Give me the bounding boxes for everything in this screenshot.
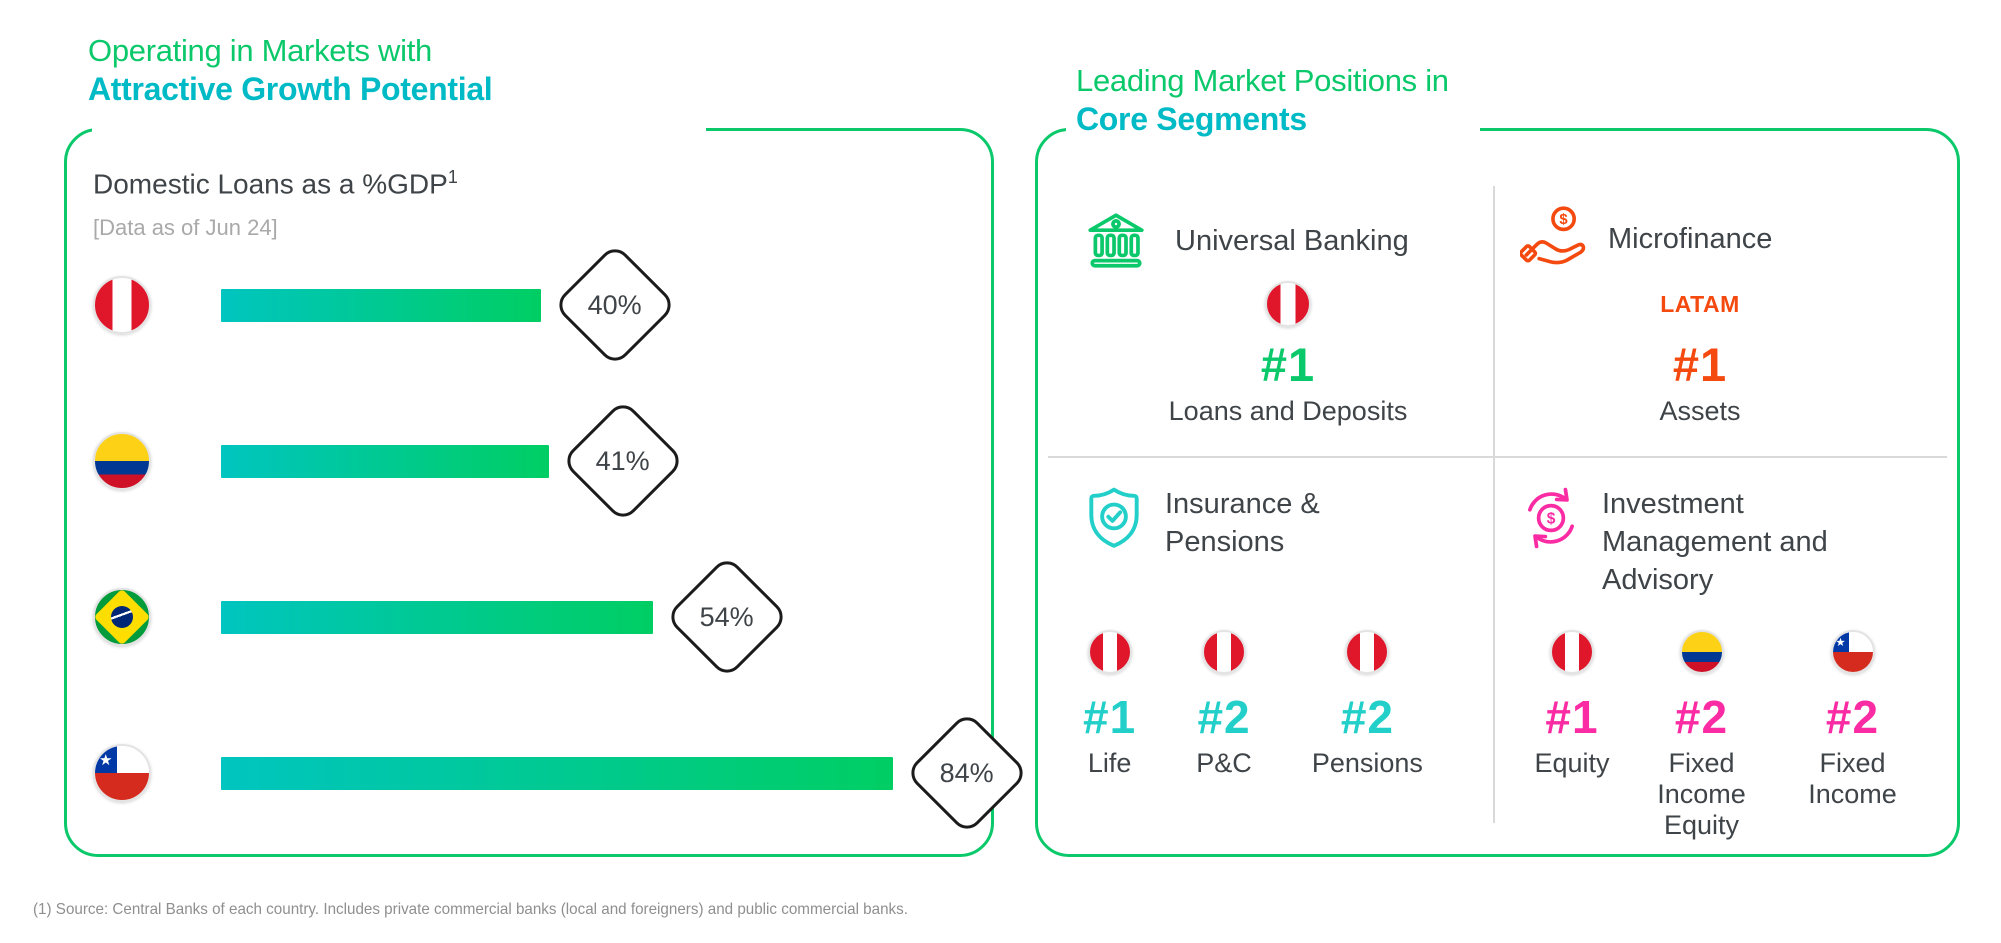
rankings-insurance-pensions: #1 Life #2 P&C #2 Pensions bbox=[1053, 630, 1453, 779]
ranking-life: #1 Life bbox=[1083, 630, 1136, 779]
segment-universal-banking: Universal Banking #1 Loans and Deposits bbox=[1038, 131, 1493, 456]
bar-peru bbox=[221, 288, 541, 322]
data-as-of-note: [Data as of Jun 24] bbox=[93, 215, 278, 240]
right-panel-title: Leading Market Positions in Core Segment… bbox=[1076, 62, 1449, 138]
segment-header-microfinance: $ Microfinance bbox=[1520, 205, 1772, 273]
cycle-dollar-icon: $ bbox=[1518, 485, 1584, 551]
domestic-loans-chart: 40% 41% 54% 84% bbox=[93, 227, 1030, 851]
segment-title-insurance-pensions: Insurance & Pensions bbox=[1165, 488, 1320, 558]
left-title-line1: Operating in Markets with bbox=[88, 33, 432, 68]
ranking-loans-and-deposits: #1 Loans and Deposits bbox=[1168, 281, 1408, 427]
right-title-line2: Core Segments bbox=[1076, 101, 1307, 137]
value-label-peru: 40% bbox=[587, 289, 643, 320]
bar-brazil bbox=[221, 600, 653, 634]
hand-coin-icon: $ bbox=[1520, 205, 1588, 273]
segment-title-universal-banking: Universal Banking bbox=[1175, 225, 1409, 257]
value-label-brazil: 54% bbox=[699, 601, 755, 632]
peru-flag-icon bbox=[93, 276, 151, 334]
chart-heading-footnote-ref: 1 bbox=[447, 167, 458, 187]
right-title-line1: Leading Market Positions in bbox=[1076, 63, 1449, 98]
brazil-flag-icon bbox=[93, 588, 151, 646]
rank-label: P&C bbox=[1196, 748, 1252, 778]
rank-number: #2 bbox=[1825, 691, 1880, 743]
rank-label: Fixed Income bbox=[1808, 748, 1897, 809]
chart-heading-text: Domestic Loans as a %GDP bbox=[93, 168, 448, 200]
segment-insurance-pensions: Insurance & Pensions #1 Life #2 P&C #2 Pension… bbox=[1038, 456, 1493, 854]
ranking-fixed-income-equity: #2 Fixed Income Equity bbox=[1643, 630, 1761, 841]
bar-chile bbox=[221, 756, 893, 790]
value-diamond-peru: 40% bbox=[552, 242, 678, 368]
colombia-flag-icon bbox=[1679, 630, 1724, 674]
peru-flag-icon bbox=[1345, 630, 1390, 674]
svg-text:$: $ bbox=[1547, 511, 1556, 528]
peru-flag-icon bbox=[1087, 630, 1132, 674]
rank-number: #1 bbox=[1260, 338, 1316, 391]
bar-colombia bbox=[221, 444, 549, 478]
rankings-microfinance: LATAM #1 Assets bbox=[1520, 281, 1880, 427]
core-segments-box: Universal Banking #1 Loans and Deposits $ Mi… bbox=[1035, 128, 1960, 857]
bank-icon bbox=[1083, 208, 1149, 274]
footnote: (1) Source: Central Banks of each countr… bbox=[33, 901, 908, 918]
rank-label: Assets bbox=[1659, 396, 1741, 426]
rank-label: Fixed Income Equity bbox=[1657, 748, 1746, 840]
chile-flag-icon bbox=[1830, 630, 1875, 674]
ranking-pensions: #2 Pensions bbox=[1312, 630, 1423, 779]
segment-title-microfinance: Microfinance bbox=[1608, 223, 1773, 255]
rank-label: Equity bbox=[1534, 748, 1610, 778]
segment-header-universal-banking: Universal Banking bbox=[1083, 208, 1409, 274]
right-border-gap bbox=[1066, 122, 1480, 136]
segment-title-investment-management-and-advisory: Investment Management and Advisory bbox=[1602, 488, 1828, 596]
vertical-divider bbox=[1493, 186, 1495, 823]
rank-number: #1 bbox=[1672, 338, 1728, 391]
rank-label: Pensions bbox=[1311, 748, 1423, 778]
chart-row-peru: 40% bbox=[93, 227, 979, 383]
horizontal-divider bbox=[1048, 456, 1947, 458]
peru-flag-icon bbox=[1202, 630, 1247, 674]
ranking-assets: LATAM #1 Assets bbox=[1659, 281, 1740, 427]
value-diamond-brazil: 54% bbox=[664, 554, 790, 680]
rank-number: #2 bbox=[1674, 691, 1729, 743]
rank-label: Loans and Deposits bbox=[1168, 396, 1408, 426]
left-title-line2: Attractive Growth Potential bbox=[88, 71, 493, 107]
segment-microfinance: $ Microfinance LATAM #1 Assets bbox=[1493, 131, 1957, 456]
svg-text:$: $ bbox=[1559, 212, 1568, 228]
shield-check-icon bbox=[1081, 485, 1147, 551]
chart-heading: Domestic Loans as a %GDP1 bbox=[93, 167, 458, 200]
region-label: LATAM bbox=[1660, 290, 1740, 317]
chart-row-brazil: 54% bbox=[93, 539, 979, 695]
chile-flag-icon bbox=[93, 744, 151, 802]
value-diamond-chile: 84% bbox=[904, 710, 1030, 836]
rank-number: #1 bbox=[1083, 691, 1137, 743]
chart-row-colombia: 41% bbox=[93, 383, 979, 539]
rank-number: #1 bbox=[1545, 691, 1599, 743]
segment-header-investment-management-and-advisory: $ Investment Management and Advisory bbox=[1518, 485, 1828, 599]
segment-header-insurance-pensions: Insurance & Pensions bbox=[1081, 485, 1320, 561]
left-panel-title: Operating in Markets with Attractive Gro… bbox=[88, 32, 493, 108]
ranking-p-c: #2 P&C bbox=[1196, 630, 1252, 779]
peru-flag-icon bbox=[1264, 281, 1311, 327]
rank-number: #2 bbox=[1197, 691, 1251, 743]
value-diamond-colombia: 41% bbox=[560, 398, 686, 524]
rank-number: #2 bbox=[1340, 691, 1394, 743]
peru-flag-icon bbox=[1550, 630, 1594, 674]
value-label-colombia: 41% bbox=[595, 445, 651, 476]
left-border-gap bbox=[92, 122, 706, 136]
chart-row-chile: 84% bbox=[93, 695, 1030, 851]
rankings-universal-banking: #1 Loans and Deposits bbox=[1083, 281, 1493, 427]
segment-investment-management-and-advisory: $ Investment Management and Advisory #1 Equ… bbox=[1493, 456, 1957, 854]
value-label-chile: 84% bbox=[939, 757, 995, 788]
colombia-flag-icon bbox=[93, 432, 151, 490]
rank-label: Life bbox=[1087, 748, 1132, 778]
growth-potential-box: Domestic Loans as a %GDP1 [Data as of Ju… bbox=[64, 128, 1030, 857]
ranking-equity: #1 Equity bbox=[1534, 630, 1610, 841]
